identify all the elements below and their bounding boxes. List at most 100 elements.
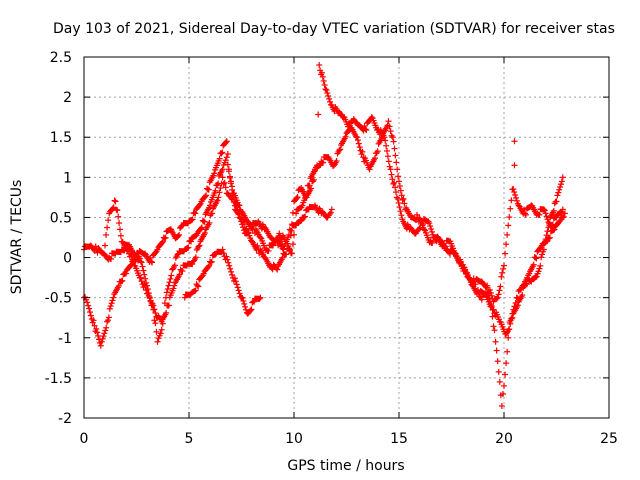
- data-point: [505, 326, 512, 333]
- data-point: [505, 222, 512, 229]
- data-point: [499, 391, 506, 398]
- data-point: [239, 295, 246, 302]
- data-point: [326, 211, 333, 218]
- data-point: [119, 277, 126, 284]
- data-point: [546, 234, 553, 241]
- data-point: [289, 241, 296, 248]
- data-point: [513, 194, 519, 201]
- data-point: [535, 268, 542, 275]
- data-point: [205, 263, 212, 270]
- data-point: [538, 254, 545, 261]
- data-point: [223, 138, 230, 145]
- data-point: [490, 323, 497, 330]
- data-point: [154, 338, 161, 345]
- data-point: [511, 189, 518, 196]
- data-point: [502, 250, 509, 257]
- data-point: [208, 258, 215, 265]
- data-point: [429, 228, 435, 235]
- data-point: [224, 150, 231, 157]
- data-point: [158, 326, 165, 333]
- data-point: [508, 315, 515, 322]
- data-point: [474, 286, 481, 293]
- data-point: [522, 282, 528, 289]
- data-point: [143, 287, 150, 294]
- data-point: [179, 268, 186, 275]
- data-point: [211, 170, 218, 177]
- data-point: [216, 189, 223, 196]
- data-point: [286, 246, 293, 253]
- data-point: [242, 303, 249, 310]
- data-point: [361, 123, 368, 130]
- data-point: [393, 159, 400, 166]
- data-point: [117, 232, 124, 239]
- data-point: [223, 253, 230, 260]
- data-point: [234, 207, 241, 214]
- data-point: [192, 287, 199, 294]
- data-point: [85, 302, 92, 309]
- data-point: [363, 127, 370, 134]
- data-point: [392, 184, 399, 191]
- data-point: [229, 271, 236, 278]
- data-point: [327, 209, 334, 216]
- data-point: [514, 302, 521, 309]
- data-point: [399, 196, 406, 203]
- data-point: [542, 210, 549, 217]
- data-point: [336, 147, 343, 154]
- data-point: [507, 205, 514, 212]
- data-point: [171, 262, 178, 269]
- data-point: [188, 238, 195, 245]
- data-point: [219, 246, 226, 253]
- data-point: [105, 314, 112, 321]
- data-point: [555, 189, 562, 196]
- data-point: [130, 259, 137, 266]
- data-point: [387, 166, 394, 173]
- data-point: [550, 207, 557, 214]
- data-point: [388, 132, 395, 139]
- data-point: [148, 258, 155, 265]
- data-point: [500, 265, 507, 272]
- data-point: [421, 226, 428, 233]
- data-point: [125, 246, 132, 253]
- data-point: [82, 294, 89, 301]
- data-point: [498, 273, 505, 280]
- data-point: [139, 263, 146, 270]
- data-point: [299, 202, 306, 209]
- data-point: [442, 243, 449, 250]
- data-point: [428, 225, 435, 232]
- x-tick-label: 15: [390, 431, 408, 447]
- data-point: [181, 294, 188, 301]
- data-point: [533, 273, 540, 280]
- data-point: [386, 163, 393, 170]
- data-point: [400, 195, 407, 202]
- data-point: [494, 358, 501, 365]
- data-point: [319, 73, 326, 80]
- data-point: [102, 242, 108, 249]
- data-point: [496, 287, 503, 294]
- data-point: [216, 155, 223, 162]
- data-point: [164, 286, 171, 293]
- data-point: [501, 262, 507, 269]
- data-point: [105, 317, 111, 324]
- data-point: [128, 253, 135, 260]
- data-point: [289, 209, 296, 216]
- data-point: [511, 162, 518, 169]
- data-point: [102, 327, 109, 334]
- x-tick-label: 25: [600, 431, 618, 447]
- data-point: [486, 295, 492, 302]
- data-point: [219, 166, 226, 173]
- data-point: [103, 231, 110, 238]
- y-tick-label: 1: [63, 170, 72, 186]
- data-point: [540, 206, 547, 213]
- data-point: [539, 251, 546, 258]
- data-point: [192, 210, 199, 217]
- data-point: [390, 180, 397, 187]
- data-markers: [81, 62, 568, 409]
- data-point: [391, 179, 398, 186]
- data-point: [225, 259, 232, 266]
- data-point: [279, 254, 286, 261]
- data-point: [111, 197, 118, 204]
- data-point: [226, 173, 233, 180]
- data-point: [152, 309, 159, 316]
- data-point: [280, 246, 287, 253]
- data-point: [248, 306, 255, 313]
